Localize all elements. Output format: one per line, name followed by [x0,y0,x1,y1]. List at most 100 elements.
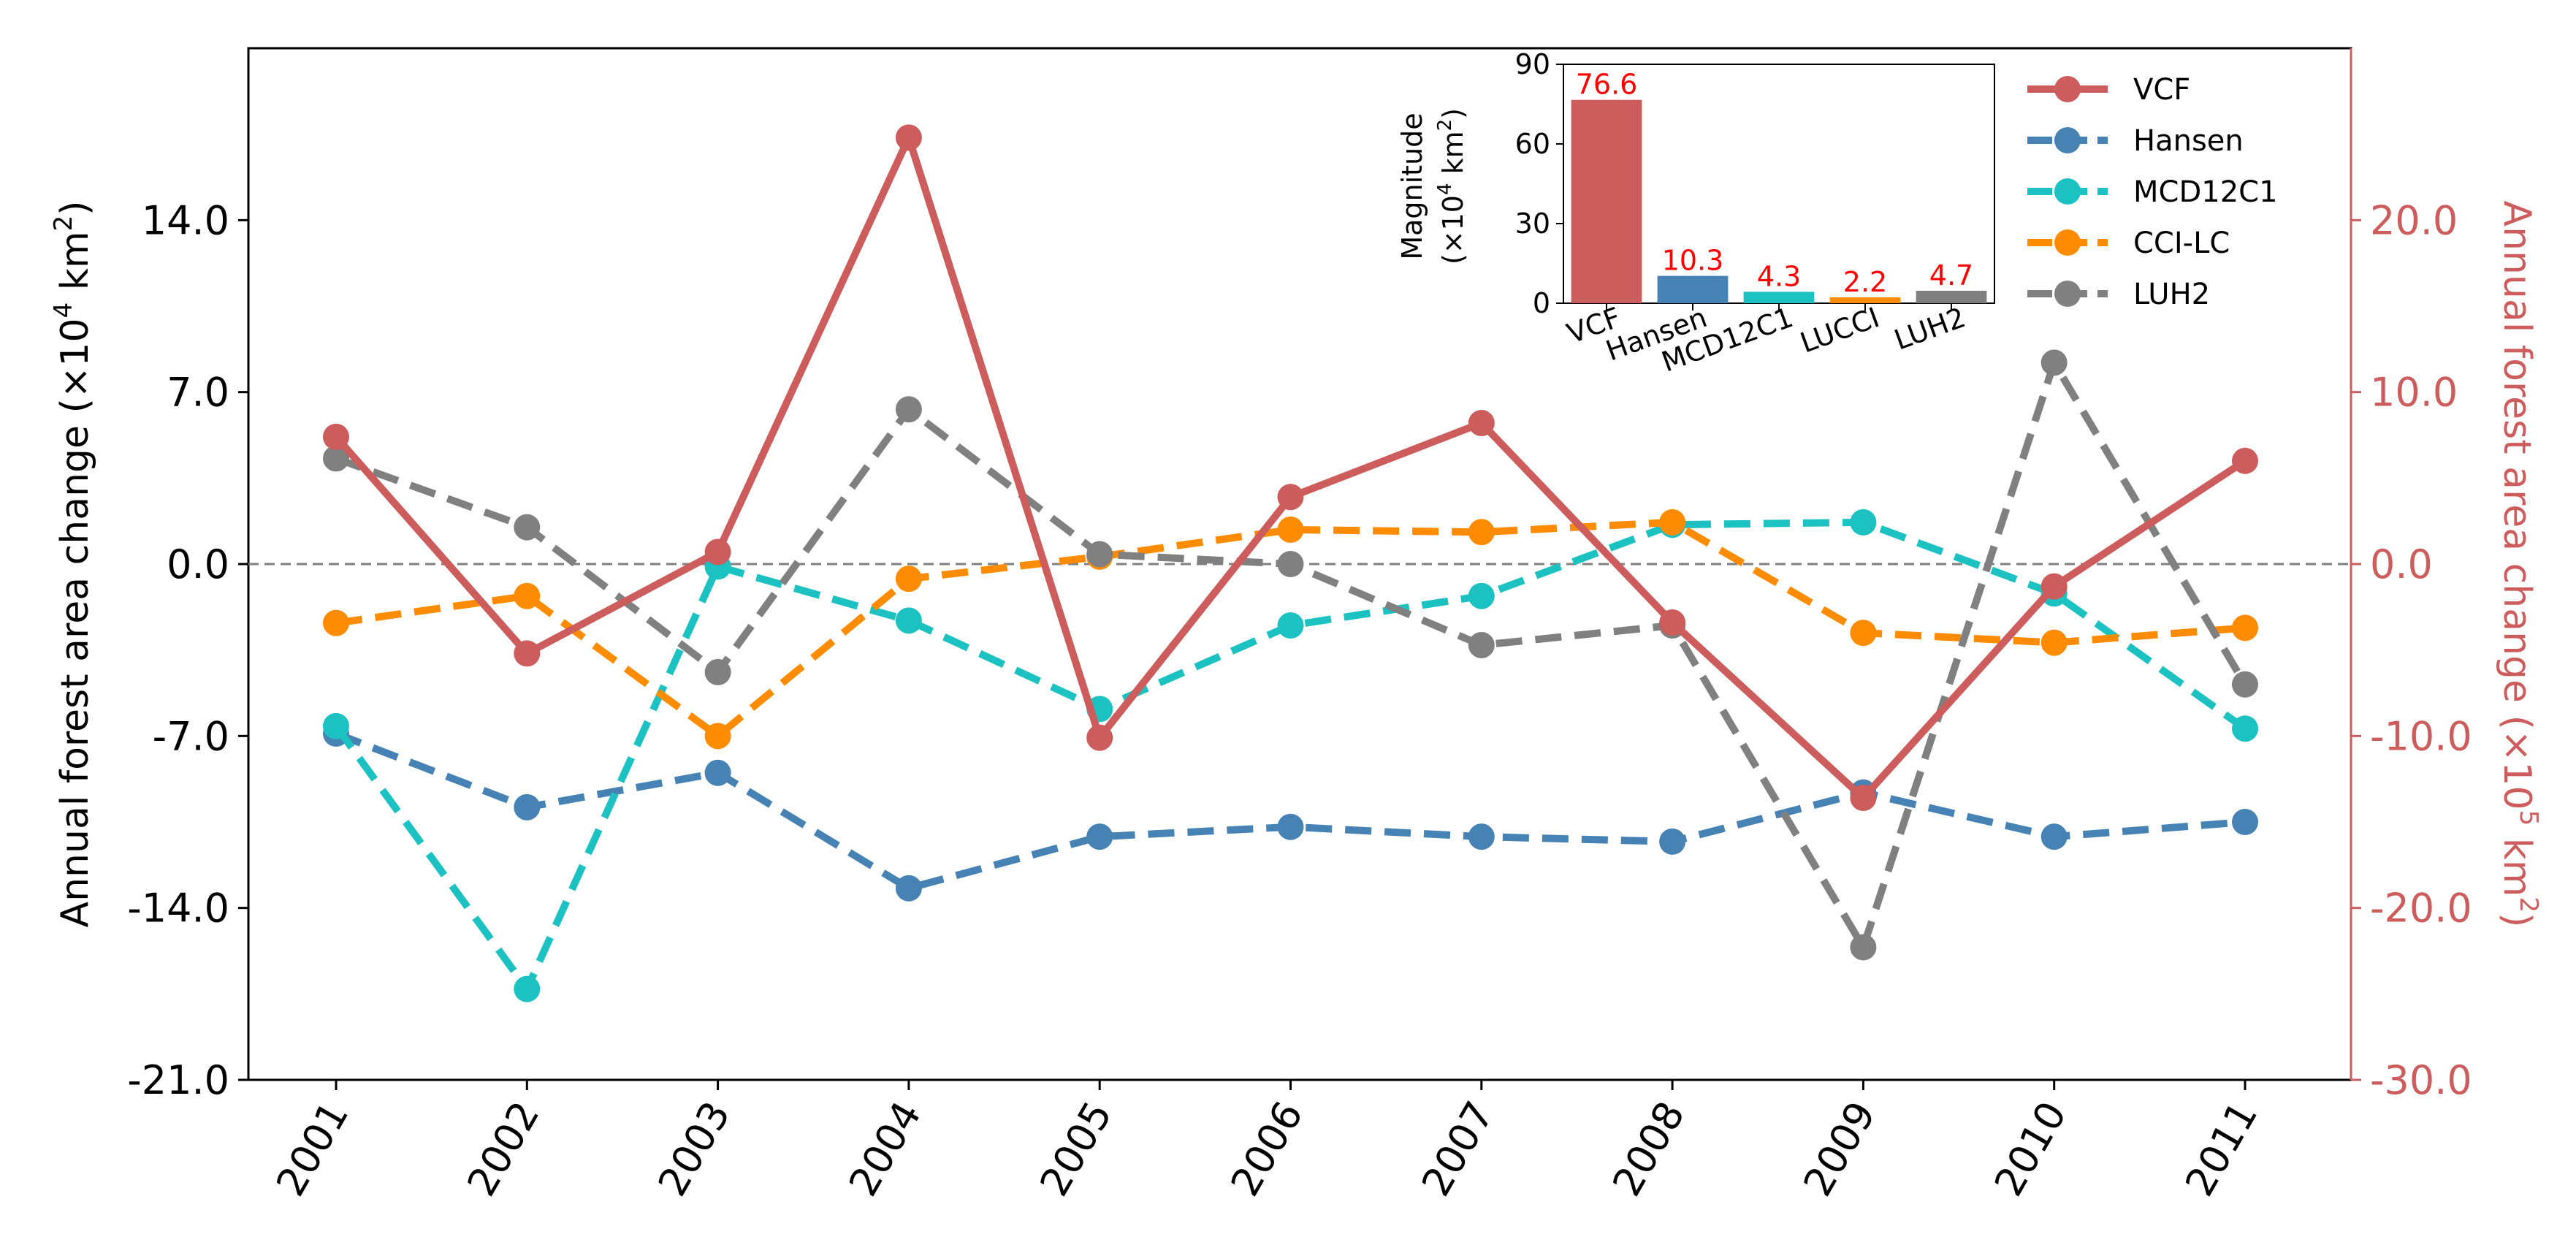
left-tick-label: -14.0 [127,886,229,932]
inset-value-label: 10.3 [1662,245,1724,277]
left-tick-label: -7.0 [153,713,229,759]
data-point-cci-lc [1468,519,1495,546]
legend-marker [2054,281,2081,307]
right-axis-label-prefix: Annual forest area change (×10 [2495,201,2539,810]
inset-ylabel-exp1: 4 [1434,183,1456,195]
inset-value-label: 4.3 [1757,260,1801,292]
right-tick-label: -10.0 [2370,713,2472,759]
legend-label: Hansen [2133,124,2244,158]
inset-bar-hansen [1657,275,1729,303]
left-axis-label-exp2: 2 [49,216,78,232]
left-axis-label-mid: km [53,231,97,302]
data-point-cci-lc [323,609,349,636]
inset-ylabel-line2: (×104 km2) [1434,108,1469,264]
inset-bar-vcf [1571,99,1642,304]
data-point-mcd12c1 [1277,612,1304,639]
data-point-mcd12c1 [1468,582,1495,609]
inset-tick-label: 0 [1533,287,1550,319]
inset-value-label: 4.7 [1929,259,1973,292]
legend-entry-mcd12c1: MCD12C1 [2027,175,2278,209]
x-tick-label: 2001 [267,1094,357,1204]
data-point-vcf [1086,724,1113,751]
x-tick-label: 2005 [1031,1094,1121,1204]
left-axis-label: Annual forest area change (×104 km2) [49,201,97,928]
right-tick-label: 20.0 [2370,197,2458,243]
data-point-hansen [704,759,731,786]
data-point-hansen [514,793,541,821]
data-point-cci-lc [2040,629,2068,656]
data-point-luh2 [1850,934,1877,961]
data-point-mcd12c1 [323,712,349,739]
x-tick-label: 2011 [2176,1094,2266,1204]
data-point-vcf [514,640,541,667]
inset-bar-lucci [1829,297,1901,303]
data-point-luh2 [704,658,731,685]
inset-value-label: 2.2 [1843,266,1887,298]
right-axis-label-exp1: 5 [2514,810,2543,826]
legend-marker [2054,127,2081,153]
data-point-hansen [1659,828,1686,855]
data-point-luh2 [1468,631,1495,658]
data-point-luh2 [514,514,541,541]
data-point-luh2 [2232,671,2258,698]
legend-label: CCI-LC [2133,226,2230,260]
legend-marker [2054,178,2081,205]
inset-bar-mcd12c1 [1743,292,1815,303]
right-y-axis: -30.0 -20.0 -10.0 0.0 10.0 20.0 [2350,48,2472,1103]
legend-entry-luh2: LUH2 [2027,278,2210,311]
legend-label: VCF [2133,73,2190,107]
x-tick-label: 2009 [1794,1094,1884,1204]
data-point-vcf [1468,410,1495,437]
left-tick-label: 0.0 [167,541,229,587]
left-tick-label: 14.0 [142,197,229,243]
data-point-vcf [323,423,349,450]
inset-ylabel-prefix: (×10 [1437,195,1469,264]
inset-category-label: LUCCI [1796,301,1883,359]
data-point-mcd12c1 [895,607,922,634]
inset-ylabel-suffix: ) [1437,108,1469,119]
series-line-luh2 [335,359,2249,951]
data-point-vcf [2040,573,2068,600]
data-point-cci-lc [1850,620,1877,647]
x-tick-label: 2007 [1413,1094,1503,1204]
legend-label: LUH2 [2133,278,2210,311]
series-cci-lc [323,509,2258,750]
data-point-vcf [1850,785,1877,812]
data-point-vcf [1277,484,1304,511]
data-point-vcf [895,124,922,151]
x-axis: 2001 2002 2003 2004 2005 2006 2007 2008 2009 2010… [267,1080,2266,1204]
inset-category-label: LUH2 [1890,301,1970,356]
legend-label: MCD12C1 [2133,175,2278,209]
x-tick-label: 2004 [840,1094,930,1204]
data-point-cci-lc [2232,614,2258,641]
legend-entry-hansen: Hansen [2027,124,2244,158]
legend: VCF Hansen MCD12C1 CCI-LC LUH2 [2027,73,2278,311]
data-point-luh2 [2040,349,2068,376]
right-tick-label: -20.0 [2370,886,2472,932]
right-tick-label: 0.0 [2370,541,2433,587]
series-vcf [323,124,2258,812]
inset-value-label: 76.6 [1576,69,1638,101]
data-point-mcd12c1 [1850,509,1877,536]
series-line-mcd12c1 [332,518,2247,993]
data-point-hansen [1277,813,1304,840]
inset-bars: 76.6 10.3 4.3 2.2 4.7 [1571,69,1987,304]
inset-tick-label: 60 [1515,128,1550,160]
x-tick-label: 2002 [458,1094,548,1204]
data-point-mcd12c1 [2232,715,2258,742]
data-point-luh2 [895,396,922,423]
right-axis-label-suffix: ) [2495,913,2539,927]
inset-ylabel-line1: Magnitude [1396,113,1428,259]
data-point-hansen [1468,823,1495,850]
left-axis-label-exp1: 4 [49,302,78,319]
left-axis-label-suffix: ) [53,201,97,216]
inset-y-axis: 0 30 60 90 [1515,48,1563,319]
legend-marker [2054,76,2081,102]
data-point-cci-lc [1659,509,1686,536]
data-point-cci-lc [704,723,731,750]
data-point-hansen [895,875,922,902]
right-tick-label: 10.0 [2370,370,2458,416]
data-point-luh2 [323,445,349,472]
